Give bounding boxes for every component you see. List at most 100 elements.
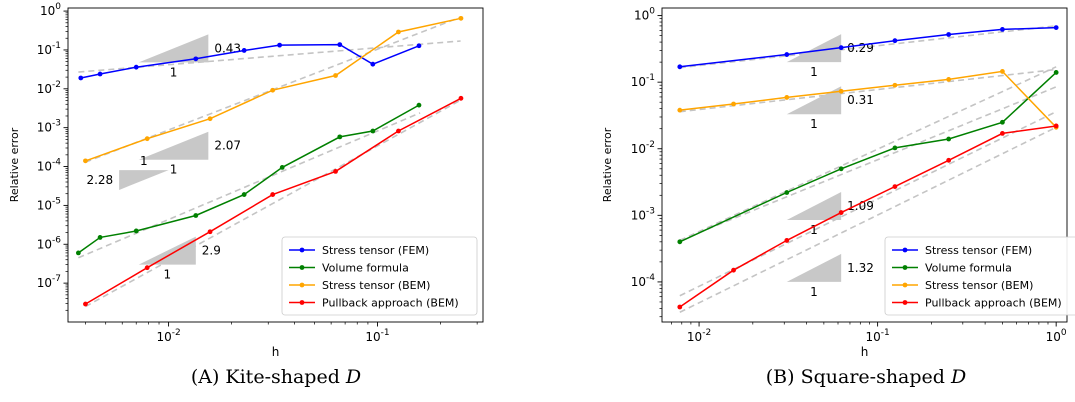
series-volume-formula: [75, 102, 422, 256]
y-tick-label: 10-1: [631, 73, 655, 89]
legend-marker: [299, 300, 305, 305]
slope-triangle: [119, 170, 169, 190]
data-point: [1000, 131, 1005, 136]
data-point: [270, 87, 276, 93]
data-point: [838, 88, 844, 94]
y-tick-label: 100: [40, 2, 61, 18]
slope-value-label: 1.32: [847, 261, 874, 275]
data-point: [337, 134, 343, 140]
data-point: [677, 239, 683, 245]
caption-text: (A) Kite-shaped: [191, 366, 346, 388]
data-point: [731, 101, 736, 107]
reference-line: [679, 66, 1057, 242]
x-tick-label: 100: [1046, 328, 1067, 344]
series-stress-tensor-fem: [677, 25, 1059, 70]
data-point: [784, 238, 790, 243]
legend-label: Volume formula: [925, 262, 1012, 275]
legend-marker: [902, 247, 908, 253]
y-tick-label: 10-6: [37, 235, 62, 251]
legend-marker: [902, 282, 908, 288]
data-point: [97, 235, 103, 240]
legend-marker: [902, 300, 908, 305]
reference-line: [679, 86, 1057, 242]
series-stress-tensor-bem: [83, 15, 464, 164]
slope-triangle: [786, 86, 842, 115]
y-tick-label: 10-2: [631, 140, 655, 156]
slope-value-label: 2.07: [214, 139, 241, 153]
series-stress-tensor-bem: [677, 69, 1059, 130]
data-point: [892, 184, 898, 190]
legend-marker: [902, 265, 908, 270]
data-point: [1053, 123, 1059, 129]
caption-text: (B) Square-shaped: [766, 366, 951, 388]
data-point: [677, 64, 683, 70]
panel-a: 10-2 10-1 100 10-1 10-2 10-3 10-4 10-5 10-6 10-7 1…: [8, 2, 484, 388]
plot-frame: [67, 7, 484, 323]
data-point: [892, 38, 898, 44]
y-tick-label: 10-5: [37, 196, 61, 212]
slope-value-label: 0.31: [847, 93, 874, 107]
data-point: [333, 168, 338, 174]
x-tick-label: 10-1: [865, 328, 889, 344]
data-point: [946, 32, 952, 37]
reference-line: [85, 99, 461, 308]
slope-triangle: [786, 253, 842, 282]
data-point: [1053, 25, 1059, 31]
legend-frame: [884, 236, 1075, 316]
slope-value-label: 2.28: [86, 173, 113, 187]
slope-run-label: 1: [810, 285, 818, 299]
series-volume-formula: [677, 70, 1059, 245]
slope-value-label: 2.9: [202, 244, 221, 258]
slope-run-label: 1: [810, 223, 818, 237]
y-axis-label: Relative error: [601, 127, 614, 202]
data-point: [1000, 119, 1005, 125]
panel-caption: (B) Square-shaped D: [766, 366, 966, 388]
data-point: [677, 107, 683, 113]
slope-run-label: 1: [163, 268, 171, 282]
y-axis-label: Relative error: [8, 127, 21, 202]
data-point: [784, 95, 790, 100]
slope-value-label: 1.09: [847, 199, 874, 213]
data-point: [207, 116, 213, 122]
slope-run-label: 1: [810, 117, 818, 131]
data-point: [193, 56, 199, 62]
data-point: [75, 250, 81, 256]
legend-marker: [299, 247, 305, 253]
slope-triangle: [138, 34, 209, 63]
reference-line: [679, 25, 1057, 69]
data-point: [838, 45, 844, 51]
data-point: [946, 157, 952, 163]
slope-run-label: 1: [140, 154, 148, 168]
y-tick-label: 10-3: [631, 206, 655, 222]
y-tick-label: 100: [634, 7, 655, 23]
data-point: [133, 228, 139, 234]
reference-line: [78, 112, 421, 259]
legend-label: Pullback approach (BEM): [322, 297, 459, 310]
legend-label: Volume formula: [322, 262, 409, 275]
data-point: [83, 301, 88, 307]
data-point: [337, 42, 343, 48]
slope-run-label: 1: [810, 65, 818, 79]
data-point: [78, 75, 84, 81]
data-point: [144, 265, 150, 271]
data-point: [370, 128, 376, 134]
data-point: [946, 77, 952, 82]
data-point: [396, 29, 401, 35]
reference-line: [679, 68, 1057, 113]
data-point: [83, 158, 88, 164]
data-point: [207, 229, 213, 235]
panel-caption: (A) Kite-shaped D: [191, 366, 361, 388]
slope-triangle: [786, 34, 842, 63]
data-point: [784, 52, 790, 57]
series-line: [679, 70, 1057, 128]
x-tick-label: 10-2: [156, 328, 180, 344]
data-point: [279, 165, 285, 170]
legend-frame: [281, 236, 478, 316]
series-line: [679, 125, 1057, 308]
x-tick-label: 10-2: [687, 328, 711, 344]
data-point: [458, 95, 464, 101]
legend: Stress tensor (FEM) Volume formula Stress …: [281, 236, 478, 316]
y-tick-label: 10-3: [37, 119, 61, 135]
slope-triangle: [138, 131, 209, 160]
